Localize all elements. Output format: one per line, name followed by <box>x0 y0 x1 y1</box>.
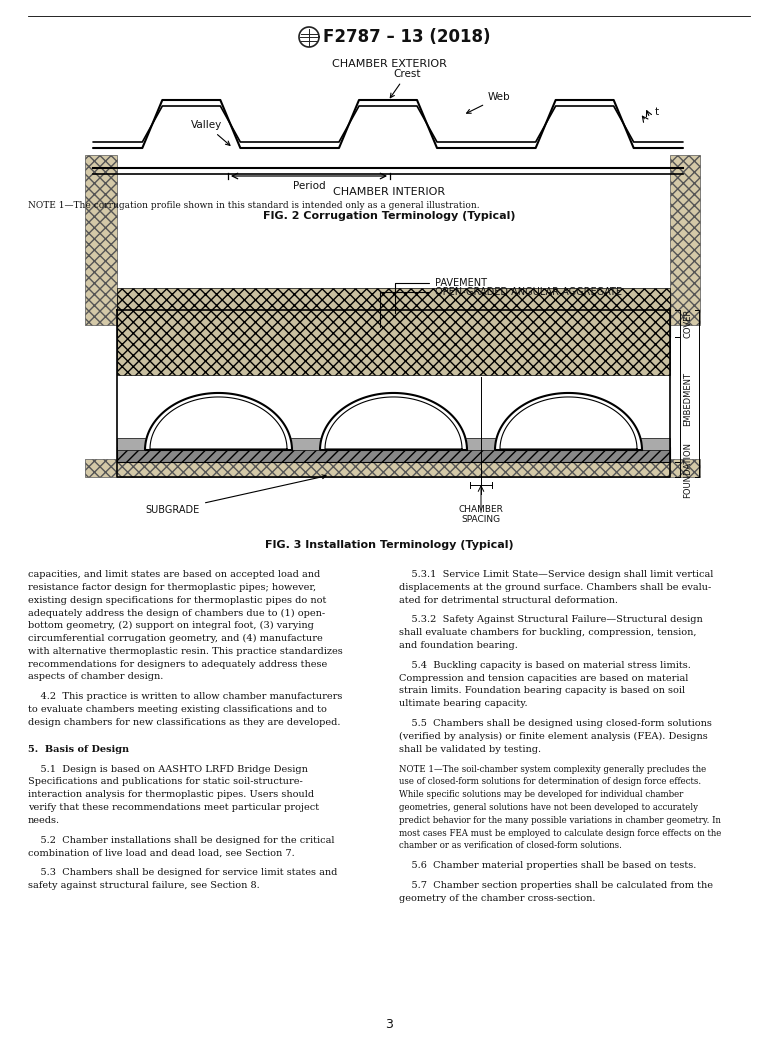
Text: ated for detrimental structural deformation.: ated for detrimental structural deformat… <box>399 595 618 605</box>
Text: shall evaluate chambers for buckling, compression, tension,: shall evaluate chambers for buckling, co… <box>399 628 696 637</box>
Bar <box>85 155 117 325</box>
Text: capacities, and limit states are based on accepted load and: capacities, and limit states are based o… <box>28 570 321 579</box>
Text: 5.4  Buckling capacity is based on material stress limits.: 5.4 Buckling capacity is based on materi… <box>399 661 691 669</box>
Polygon shape <box>320 392 467 450</box>
Text: 5.3.1  Service Limit State—Service design shall limit vertical: 5.3.1 Service Limit State—Service design… <box>399 570 713 579</box>
Text: circumferential corrugation geometry, and (4) manufacture: circumferential corrugation geometry, an… <box>28 634 323 643</box>
Text: aspects of chamber design.: aspects of chamber design. <box>28 672 163 682</box>
Bar <box>117 288 670 375</box>
Text: FIG. 3 Installation Terminology (Typical): FIG. 3 Installation Terminology (Typical… <box>265 540 513 550</box>
Text: PAVEMENT: PAVEMENT <box>395 278 487 313</box>
Text: 5.1  Design is based on AASHTO LRFD Bridge Design: 5.1 Design is based on AASHTO LRFD Bridg… <box>28 764 308 773</box>
Text: interaction analysis for thermoplastic pipes. Users should: interaction analysis for thermoplastic p… <box>28 790 314 799</box>
Text: Crest: Crest <box>391 69 420 98</box>
Text: adequately address the design of chambers due to (1) open-: adequately address the design of chamber… <box>28 608 325 617</box>
Text: 4.2  This practice is written to allow chamber manufacturers: 4.2 This practice is written to allow ch… <box>28 692 342 702</box>
Text: 5.  Basis of Design: 5. Basis of Design <box>28 744 129 754</box>
Text: and foundation bearing.: and foundation bearing. <box>399 641 518 650</box>
Text: FOUNDATION: FOUNDATION <box>684 441 692 498</box>
Text: Web: Web <box>467 92 510 113</box>
Text: CHAMBER
SPACING: CHAMBER SPACING <box>458 505 503 525</box>
Text: shall be validated by testing.: shall be validated by testing. <box>399 744 541 754</box>
Text: Period: Period <box>293 181 325 191</box>
Polygon shape <box>495 392 642 450</box>
Text: Specifications and publications for static soil-structure-: Specifications and publications for stat… <box>28 778 303 786</box>
Bar <box>117 438 670 450</box>
Bar <box>117 309 670 323</box>
Text: Valley: Valley <box>191 120 230 146</box>
Text: NOTE 1—The corrugation profile shown in this standard is intended only as a gene: NOTE 1—The corrugation profile shown in … <box>28 201 479 209</box>
Text: (verified by analysis) or finite element analysis (FEA). Designs: (verified by analysis) or finite element… <box>399 732 708 741</box>
Text: FIG. 2 Corrugation Terminology (Typical): FIG. 2 Corrugation Terminology (Typical) <box>263 211 515 221</box>
Text: 5.7  Chamber section properties shall be calculated from the: 5.7 Chamber section properties shall be … <box>399 881 713 890</box>
Text: to evaluate chambers meeting existing classifications and to: to evaluate chambers meeting existing cl… <box>28 705 327 714</box>
Text: EMBEDMENT: EMBEDMENT <box>684 373 692 427</box>
Text: F2787 – 13 (2018): F2787 – 13 (2018) <box>323 28 490 46</box>
Text: safety against structural failure, see Section 8.: safety against structural failure, see S… <box>28 881 260 890</box>
Bar <box>85 459 700 477</box>
Text: resistance factor design for thermoplastic pipes; however,: resistance factor design for thermoplast… <box>28 583 316 591</box>
Text: ultimate bearing capacity.: ultimate bearing capacity. <box>399 700 527 708</box>
Text: predict behavior for the many possible variations in chamber geometry. In: predict behavior for the many possible v… <box>399 816 721 824</box>
Text: 3: 3 <box>385 1018 393 1032</box>
Text: geometries, general solutions have not been developed to accurately: geometries, general solutions have not b… <box>399 803 698 812</box>
Text: While specific solutions may be developed for individual chamber: While specific solutions may be develope… <box>399 790 683 799</box>
Text: 5.6  Chamber material properties shall be based on tests.: 5.6 Chamber material properties shall be… <box>399 861 696 870</box>
Text: geometry of the chamber cross-section.: geometry of the chamber cross-section. <box>399 894 595 903</box>
Bar <box>117 322 670 337</box>
Text: t: t <box>655 107 659 117</box>
Bar <box>670 155 700 325</box>
Text: recommendations for designers to adequately address these: recommendations for designers to adequat… <box>28 660 328 668</box>
Text: bottom geometry, (2) support on integral foot, (3) varying: bottom geometry, (2) support on integral… <box>28 621 314 630</box>
Text: chamber or as verification of closed-form solutions.: chamber or as verification of closed-for… <box>399 841 622 850</box>
Text: most cases FEA must be employed to calculate design force effects on the: most cases FEA must be employed to calcu… <box>399 829 721 838</box>
Text: strain limits. Foundation bearing capacity is based on soil: strain limits. Foundation bearing capaci… <box>399 686 685 695</box>
Text: 5.3.2  Safety Against Structural Failure—Structural design: 5.3.2 Safety Against Structural Failure—… <box>399 615 703 625</box>
Text: CHAMBER INTERIOR: CHAMBER INTERIOR <box>333 187 445 197</box>
Text: use of closed-form solutions for determination of design force effects.: use of closed-form solutions for determi… <box>399 778 701 786</box>
Bar <box>117 297 670 310</box>
Polygon shape <box>145 392 292 450</box>
Text: design chambers for new classifications as they are developed.: design chambers for new classifications … <box>28 718 341 727</box>
Text: displacements at the ground surface. Chambers shall be evalu-: displacements at the ground surface. Cha… <box>399 583 711 591</box>
Text: 5.5  Chambers shall be designed using closed-form solutions: 5.5 Chambers shall be designed using clo… <box>399 719 712 728</box>
Bar <box>117 447 670 462</box>
Text: CHAMBER EXTERIOR: CHAMBER EXTERIOR <box>331 59 447 69</box>
Text: SUBGRADE: SUBGRADE <box>145 475 326 515</box>
Text: needs.: needs. <box>28 816 60 824</box>
Text: verify that these recommendations meet particular project: verify that these recommendations meet p… <box>28 803 319 812</box>
Text: with alternative thermoplastic resin. This practice standardizes: with alternative thermoplastic resin. Th… <box>28 646 343 656</box>
Bar <box>117 329 670 352</box>
Text: OPEN-GRADED ANGULAR AGGREGATE: OPEN-GRADED ANGULAR AGGREGATE <box>380 287 622 327</box>
Text: 5.2  Chamber installations shall be designed for the critical: 5.2 Chamber installations shall be desig… <box>28 836 335 844</box>
Text: Compression and tension capacities are based on material: Compression and tension capacities are b… <box>399 674 689 683</box>
Text: combination of live load and dead load, see Section 7.: combination of live load and dead load, … <box>28 848 295 858</box>
Text: COVER: COVER <box>684 309 692 338</box>
Text: NOTE 1—The soil-chamber system complexity generally precludes the: NOTE 1—The soil-chamber system complexit… <box>399 764 706 773</box>
Text: 5.3  Chambers shall be designed for service limit states and: 5.3 Chambers shall be designed for servi… <box>28 868 338 878</box>
Text: existing design specifications for thermoplastic pipes do not: existing design specifications for therm… <box>28 595 327 605</box>
